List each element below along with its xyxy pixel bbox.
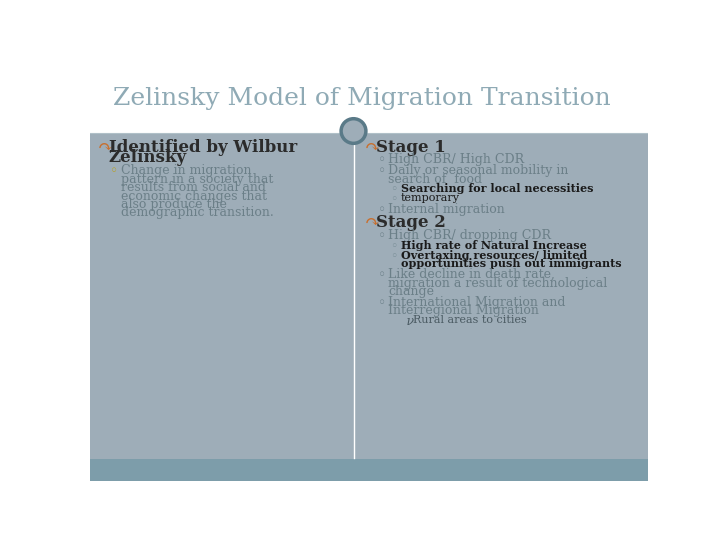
- Text: Zelinsky: Zelinsky: [109, 150, 186, 166]
- Text: Stage 2: Stage 2: [376, 214, 446, 231]
- Text: High CBR/ dropping CDR: High CBR/ dropping CDR: [388, 229, 552, 242]
- Text: demographic transition.: demographic transition.: [121, 206, 274, 219]
- Text: ◦: ◦: [377, 153, 386, 167]
- Text: ◦: ◦: [390, 240, 397, 253]
- Text: Change in migration: Change in migration: [121, 164, 251, 177]
- Text: ◦: ◦: [377, 229, 386, 243]
- Text: pattern in a society that: pattern in a society that: [121, 173, 274, 186]
- Text: economic changes that: economic changes that: [121, 190, 267, 202]
- Text: High rate of Natural Increase: High rate of Natural Increase: [401, 240, 587, 251]
- FancyBboxPatch shape: [90, 459, 648, 481]
- Text: Zelinsky Model of Migration Transition: Zelinsky Model of Migration Transition: [113, 87, 611, 110]
- Text: High CBR/ High CDR: High CBR/ High CDR: [388, 153, 524, 166]
- Text: International Migration and: International Migration and: [388, 296, 566, 309]
- Text: Overtaxing resources/ limited: Overtaxing resources/ limited: [401, 249, 587, 261]
- Text: Internal migration: Internal migration: [388, 204, 505, 217]
- Text: ◦: ◦: [377, 164, 386, 178]
- Text: ◦: ◦: [390, 184, 397, 197]
- Text: ◦: ◦: [390, 249, 397, 262]
- Text: Identified by Wilbur: Identified by Wilbur: [109, 139, 297, 156]
- Text: ↷: ↷: [98, 139, 113, 157]
- Text: migration a result of technological: migration a result of technological: [388, 276, 608, 289]
- Text: results from social and: results from social and: [121, 181, 266, 194]
- Text: Rural areas to cities: Rural areas to cities: [413, 315, 527, 325]
- Text: ◦: ◦: [110, 164, 118, 178]
- Text: search of  food: search of food: [388, 173, 482, 186]
- Text: Stage 1: Stage 1: [376, 139, 446, 156]
- Text: change: change: [388, 285, 434, 298]
- Text: ◦: ◦: [377, 204, 386, 218]
- Text: temporary: temporary: [401, 193, 460, 204]
- FancyBboxPatch shape: [90, 132, 648, 459]
- Text: ↷: ↷: [365, 139, 380, 157]
- FancyBboxPatch shape: [90, 65, 648, 132]
- Text: ◦: ◦: [377, 296, 386, 310]
- Text: ◦: ◦: [377, 268, 386, 282]
- Circle shape: [341, 119, 366, 143]
- Text: Interregional Migration: Interregional Migration: [388, 304, 539, 318]
- Text: ν: ν: [404, 315, 414, 328]
- Text: ↷: ↷: [365, 214, 380, 232]
- Text: Like decline in death rate,: Like decline in death rate,: [388, 268, 555, 281]
- Text: Daily or seasonal mobility in: Daily or seasonal mobility in: [388, 164, 569, 177]
- Text: Searching for local necessities: Searching for local necessities: [401, 184, 593, 194]
- Text: opportunities push out immigrants: opportunities push out immigrants: [401, 258, 621, 269]
- Text: also produce the: also produce the: [121, 198, 227, 211]
- Text: ◦: ◦: [390, 193, 397, 206]
